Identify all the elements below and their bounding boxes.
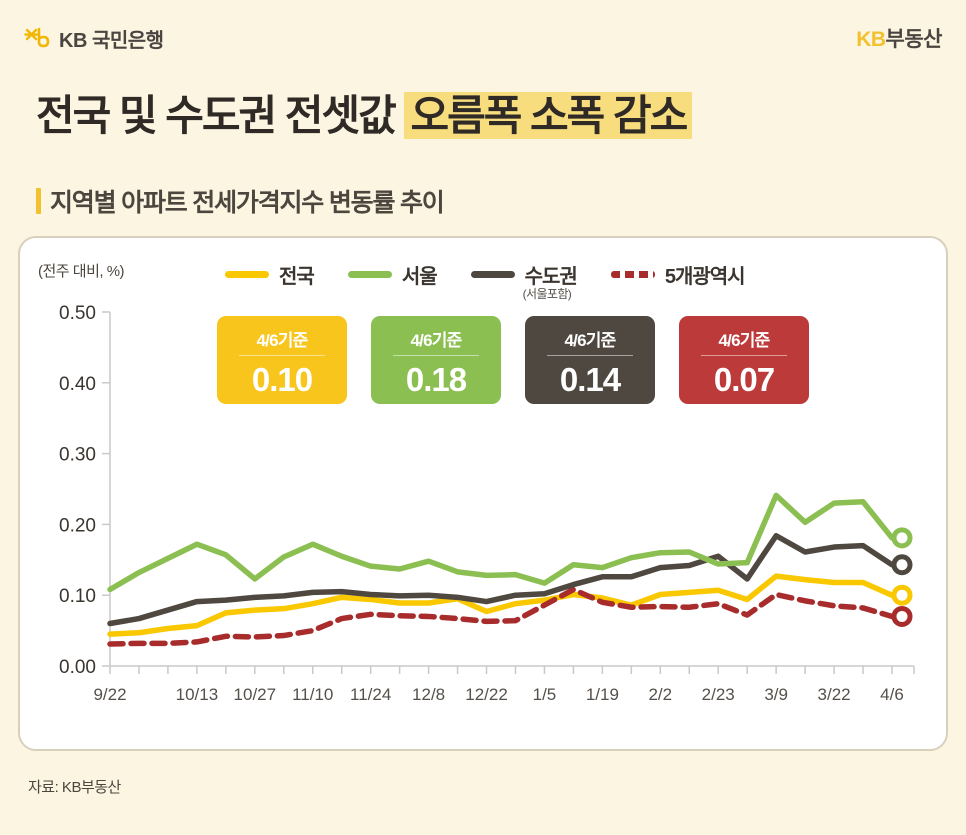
legend-item-5개광역시: 5개광역시	[610, 260, 746, 289]
value-box-label: 4/6기준	[547, 326, 633, 356]
y-axis-tick-label: 0.50	[59, 304, 96, 324]
series-endpoint-marker-5개광역시	[891, 605, 913, 627]
value-box-value: 0.10	[251, 361, 313, 398]
series-line-서울	[107, 492, 895, 593]
value-box: 4/6기준 0.10	[217, 316, 347, 404]
x-axis-tick-label: 1/5	[533, 685, 557, 704]
series-line-5개광역시	[107, 586, 895, 647]
legend-swatch-icon	[470, 271, 515, 278]
value-box: 4/6기준 0.07	[679, 316, 809, 404]
series-endpoint-marker-수도권	[891, 554, 913, 576]
x-axis-tick-label: 9/22	[93, 685, 126, 704]
x-axis-tick-label: 10/27	[234, 685, 277, 704]
page-title-highlight: 오름폭 소폭 감소	[404, 92, 693, 139]
value-box-label: 4/6기준	[239, 326, 325, 356]
legend-label: 5개광역시	[664, 266, 746, 288]
axis-unit-label: (전주 대비, %)	[38, 263, 125, 280]
value-box-label: 4/6기준	[701, 326, 787, 356]
value-box-label: 4/6기준	[393, 326, 479, 356]
page-header: KB 국민은행 KB부동산	[24, 16, 943, 60]
series-endpoint-marker-서울	[891, 527, 913, 549]
legend-label: 서울	[401, 266, 438, 288]
value-box-value: 0.07	[713, 361, 775, 398]
line-chart-plot: 0.00 0.10 0.20 0.30 0.40 0.50 9/22 10/13 10/27 11…	[38, 304, 932, 734]
series-line-전국	[107, 573, 895, 637]
value-box-value: 0.14	[559, 361, 621, 398]
value-box-value: 0.18	[405, 361, 467, 398]
legend-swatch-icon	[225, 271, 269, 278]
value-box: 4/6기준 0.18	[371, 316, 501, 404]
x-axis-tick-label: 2/23	[702, 685, 735, 704]
y-axis-tick-label: 0.20	[59, 515, 96, 536]
kb-bank-logo-text: KB 국민은행	[59, 29, 164, 52]
page-title: 전국 및 수도권 전셋값 오름폭 소폭 감소	[36, 82, 693, 143]
x-axis-tick-label: 10/13	[176, 685, 219, 704]
subtitle-text: 지역별 아파트 전세가격지수 변동률 추이	[50, 189, 445, 217]
page-subtitle: 지역별 아파트 전세가격지수 변동률 추이	[36, 183, 445, 219]
x-axis-tick-label: 12/22	[465, 685, 508, 704]
kb-bank-logo: KB 국민은행	[24, 24, 164, 53]
kb-brand-name: 부동산	[885, 28, 943, 51]
y-axis-tick-label: 0.10	[59, 586, 96, 607]
y-axis-tick-label: 0.30	[59, 445, 96, 466]
chart-legend: 전국 서울 수도권 (서울포함) 5개광역시	[225, 260, 746, 301]
y-axis-tick-label: 0.40	[59, 374, 96, 395]
x-axis-tick-label: 4/6	[880, 685, 904, 704]
kb-realestate-brand: KB부동산	[856, 23, 942, 53]
x-axis-tick-label: 3/22	[818, 685, 851, 704]
legend-label: 수도권	[524, 266, 578, 288]
chart-card: (전주 대비, %) 전국 서울 수도권 (서울포함) 5개광역시 4/6기준 0.10 4…	[18, 236, 948, 751]
x-axis-tick-label: 11/24	[350, 685, 391, 704]
series-endpoint-marker-전국	[891, 584, 913, 606]
page-title-plain: 전국 및 수도권 전셋값	[36, 92, 405, 139]
x-axis-tick-label: 1/19	[586, 685, 619, 704]
y-axis-tick-label: 0.00	[59, 657, 96, 678]
value-box-group: 4/6기준 0.10 4/6기준 0.18 4/6기준 0.14 4/6기준 0.07	[217, 316, 809, 404]
x-axis-tick-label: 12/8	[412, 685, 445, 704]
kb-star-icon	[24, 25, 50, 51]
source-note: 자료: KB부동산	[28, 779, 121, 796]
legend-swatch-icon	[610, 271, 655, 278]
legend-sublabel: (서울포함)	[522, 287, 572, 301]
legend-item-서울: 서울	[347, 260, 438, 289]
value-box: 4/6기준 0.14	[525, 316, 655, 404]
kb-brand-mark: KB	[856, 28, 886, 51]
x-axis-tick-label: 11/10	[292, 685, 333, 704]
series-line-수도권	[107, 532, 895, 627]
legend-item-수도권: 수도권 (서울포함)	[470, 260, 578, 301]
legend-swatch-icon	[347, 271, 392, 278]
line-chart-svg: 0.00 0.10 0.20 0.30 0.40 0.50 9/22 10/13 10/27 11…	[59, 304, 915, 704]
x-axis-tick-label: 3/9	[764, 685, 788, 704]
x-axis-tick-label: 2/2	[648, 685, 672, 704]
legend-item-전국: 전국	[225, 260, 315, 289]
legend-label: 전국	[279, 266, 315, 288]
subtitle-accent-bar	[36, 188, 41, 214]
